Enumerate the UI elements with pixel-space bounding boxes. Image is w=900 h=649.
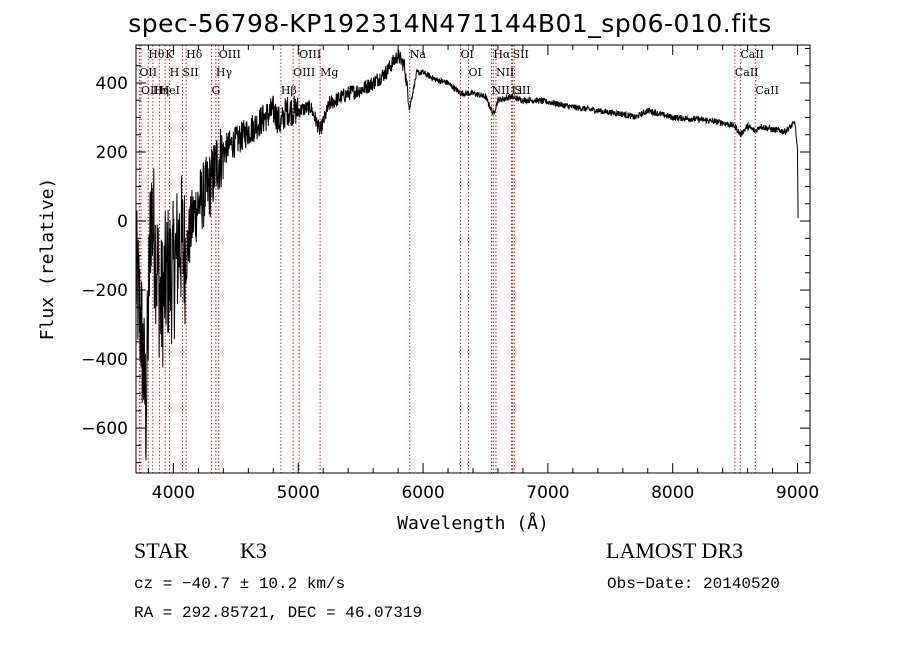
line-label: Hθ bbox=[148, 48, 165, 61]
line-label: K bbox=[165, 48, 174, 61]
line-label: Hγ bbox=[216, 66, 233, 79]
x-tick-label: 4000 bbox=[152, 483, 195, 503]
plot-frame bbox=[135, 44, 811, 474]
line-label: OIII bbox=[141, 84, 163, 97]
line-label: OI bbox=[469, 66, 482, 79]
chart-title: spec-56798-KP192314N471144B01_sp06-010.f… bbox=[128, 9, 772, 38]
y-tick-label: −200 bbox=[81, 281, 128, 301]
line-label: CaII bbox=[735, 66, 759, 79]
line-label: OII bbox=[139, 66, 157, 79]
x-tick-label: 5000 bbox=[277, 483, 320, 503]
line-label: HeI bbox=[160, 84, 180, 97]
y-tick-label: 200 bbox=[96, 143, 128, 163]
line-label: OI bbox=[461, 48, 474, 61]
redshift-info: cz = −40.7 ± 10.2 km/s bbox=[134, 575, 346, 593]
line-label: Na bbox=[410, 48, 427, 61]
y-tick-label: 400 bbox=[96, 74, 128, 94]
survey-name: LAMOST DR3 bbox=[606, 538, 744, 563]
x-tick-label: 9000 bbox=[776, 483, 819, 503]
line-label: Hα bbox=[493, 48, 511, 61]
line-label: CaII bbox=[740, 48, 764, 61]
coordinates: RA = 292.85721, DEC = 46.07319 bbox=[134, 604, 423, 622]
line-label: OIII bbox=[299, 48, 321, 61]
object-class: STAR bbox=[134, 538, 189, 563]
object-subclass: K3 bbox=[240, 538, 267, 563]
line-label: Hβ bbox=[281, 84, 297, 97]
line-label: Hδ bbox=[186, 48, 203, 61]
line-label: G bbox=[212, 84, 221, 97]
line-label: Mg bbox=[320, 66, 338, 79]
line-label: OIII bbox=[219, 48, 241, 61]
line-label: H bbox=[170, 66, 180, 79]
y-tick-label: −400 bbox=[81, 350, 128, 370]
line-label: Li bbox=[511, 84, 522, 97]
line-label: OIII bbox=[293, 66, 315, 79]
line-label: NII bbox=[496, 66, 514, 79]
y-tick-label: −600 bbox=[81, 419, 128, 439]
x-tick-label: 8000 bbox=[651, 483, 694, 503]
line-label: CaII bbox=[755, 84, 779, 97]
line-label: SII bbox=[182, 66, 198, 79]
x-tick-label: 6000 bbox=[401, 483, 444, 503]
line-label: SII bbox=[514, 84, 530, 97]
y-tick-label: 0 bbox=[117, 212, 128, 232]
x-tick-label: 7000 bbox=[526, 483, 569, 503]
y-axis-label: Flux (relative) bbox=[37, 178, 58, 341]
line-label: NII bbox=[491, 84, 509, 97]
observation-date: Obs−Date: 20140520 bbox=[607, 575, 780, 593]
spectrum-line bbox=[136, 48, 799, 461]
line-label: SII bbox=[513, 48, 529, 61]
line-label: Hη bbox=[153, 84, 169, 97]
x-axis-label: Wavelength (Å) bbox=[397, 512, 549, 534]
